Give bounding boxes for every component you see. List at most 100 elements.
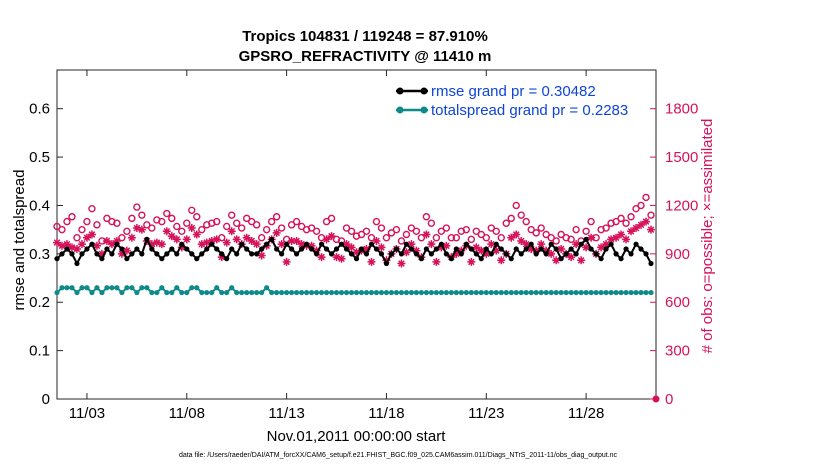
obs-assimilated-point [557, 245, 566, 254]
totalspread-point [643, 289, 649, 296]
rmse-point [323, 246, 330, 252]
totalspread-point [523, 289, 529, 296]
totalspread-point [618, 289, 624, 296]
totalspread-point [483, 289, 489, 296]
totalspread-point [174, 285, 180, 291]
rmse-point [373, 246, 380, 252]
totalspread-point [638, 289, 644, 296]
obs-possible-point [512, 201, 520, 210]
totalspread-point [418, 289, 424, 296]
obs-assimilated-point [582, 243, 591, 252]
totalspread-point [588, 289, 594, 296]
rmse-point [338, 241, 345, 247]
y-tick-label-left: 0.5 [29, 149, 50, 166]
obs-possible-point [422, 213, 431, 221]
obs-possible-point [322, 217, 331, 226]
totalspread-point [513, 289, 519, 296]
obs-possible-point [223, 222, 231, 231]
totalspread-point [189, 285, 195, 291]
obs-possible-point [362, 227, 371, 235]
obs-assimilated-point [607, 235, 616, 244]
totalspread-point [209, 289, 215, 296]
obs-assimilated-point [57, 241, 66, 250]
legend-rmse-marker [420, 87, 428, 95]
totalspread-point [568, 289, 574, 296]
totalspread-point [313, 289, 320, 296]
x-axis-label: Nov.01,2011 00:00:00 start [267, 428, 447, 445]
totalspread-point [294, 289, 300, 296]
obs-possible-point [557, 230, 565, 239]
totalspread-point [388, 289, 395, 296]
obs-possible-point [437, 227, 446, 235]
rmse-series [54, 236, 654, 267]
x-tick-label: 11/13 [268, 405, 304, 422]
rmse-point [89, 241, 95, 247]
totalspread-point [558, 289, 564, 296]
obs-assimilated-point [122, 246, 131, 255]
rmse-point [588, 246, 594, 252]
obs-possible-point [357, 230, 366, 239]
totalspread-point [134, 289, 140, 296]
totalspread-point [204, 289, 210, 296]
obs-assimilated-point [637, 220, 646, 229]
rmse-point [443, 251, 449, 257]
totalspread-point [284, 289, 290, 296]
obs-assimilated-point [527, 245, 536, 254]
totalspread-point [259, 289, 265, 296]
obs-possible-point [53, 222, 61, 231]
rmse-point [553, 246, 559, 252]
obs-possible-point [432, 234, 441, 242]
x-tick-label: 11/23 [468, 405, 504, 422]
totalspread-point [438, 289, 444, 296]
totalspread-point [323, 289, 330, 296]
totalspread-point [318, 289, 325, 296]
obs-assimilated-point [332, 253, 341, 262]
rmse-point [598, 256, 604, 262]
obs-possible-point [382, 234, 391, 242]
obs-assimilated-point [407, 240, 416, 249]
obs-assimilated-point [602, 240, 611, 249]
obs-assimilated-point [277, 240, 286, 249]
obs-possible-point [83, 217, 91, 226]
obs-assimilated-point [77, 240, 86, 249]
totalspread-point [194, 285, 200, 291]
rmse-point [199, 251, 205, 257]
totalspread-point [179, 289, 185, 296]
rmse-point [528, 241, 534, 247]
x-tick-label: 11/18 [368, 405, 404, 422]
rmse-point [119, 246, 125, 252]
obs-assimilated-point [497, 256, 506, 265]
totalspread-point [368, 289, 375, 296]
rmse-point [333, 246, 340, 252]
obs-possible-point [397, 237, 406, 245]
obs-assimilated-point [342, 240, 351, 249]
y-tick-label-left: 0.6 [29, 101, 50, 118]
obs-possible-point [113, 219, 121, 227]
rmse-point [503, 251, 509, 257]
right-axis-ticks: 0 300 600 900 1200 1500 1800 [650, 101, 698, 408]
rmse-point [234, 251, 240, 257]
totalspread-point [244, 289, 250, 296]
y-tick-label-left: 0.1 [29, 343, 50, 360]
rmse-point [104, 246, 110, 252]
obs-assimilated-point [92, 241, 101, 250]
obs-assimilated-point [517, 236, 526, 245]
obs-assimilated-point [337, 254, 346, 263]
obs-possible-point [622, 219, 630, 227]
obs-possible-point [272, 213, 281, 221]
obs-assimilated-point [492, 246, 501, 255]
y-tick-label-left: 0.4 [29, 197, 50, 214]
obs-assimilated-point [632, 224, 641, 233]
obs-assimilated-point [187, 224, 196, 233]
totalspread-point [303, 289, 310, 296]
obs-assimilated-point [62, 240, 71, 249]
rmse-point [388, 251, 395, 257]
rmse-point [383, 260, 390, 267]
totalspread-point [398, 289, 405, 296]
totalspread-point [139, 285, 145, 291]
totalspread-point [279, 289, 285, 296]
rmse-point [229, 246, 235, 252]
rmse-point [129, 251, 135, 257]
rmse-point [269, 236, 275, 242]
totalspread-point [79, 285, 85, 291]
